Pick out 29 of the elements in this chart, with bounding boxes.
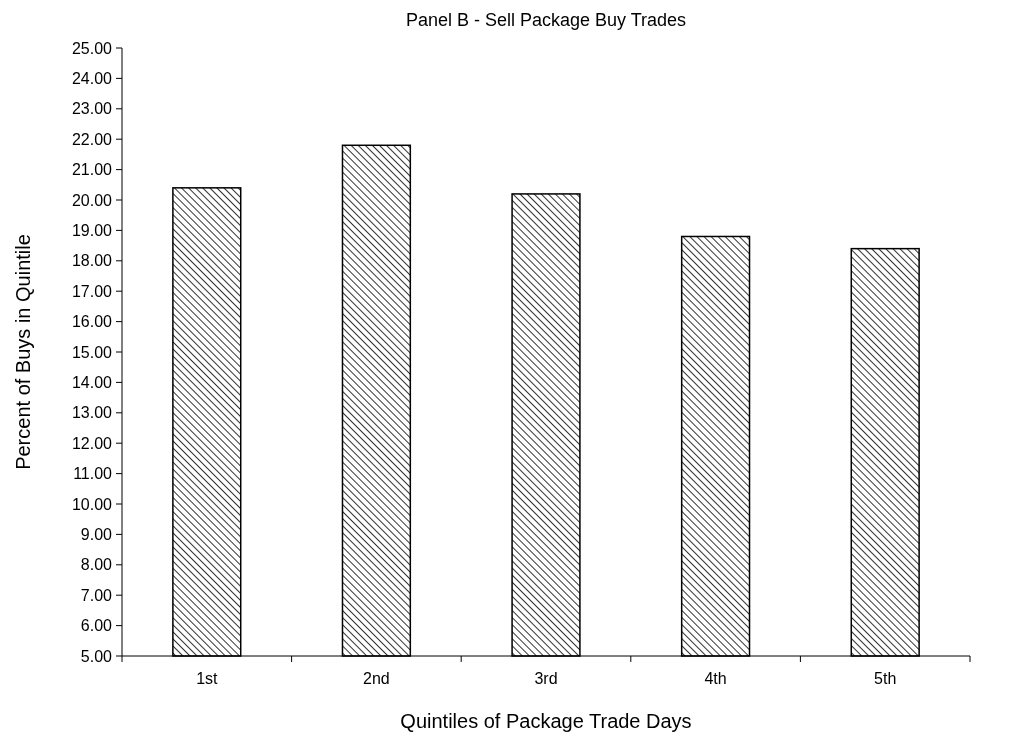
x-tick-label: 4th [704, 670, 727, 687]
y-tick-label: 16.00 [71, 313, 113, 331]
x-tick-label: 5th [874, 670, 897, 687]
y-tick-label: 24.00 [71, 70, 113, 87]
x-axis-title: Quintiles of Package Trade Days [400, 710, 692, 732]
y-tick-label: 7.00 [80, 586, 113, 604]
x-tick-label: 3rd [534, 670, 558, 687]
y-tick-label: 25.00 [71, 39, 113, 57]
y-tick-label: 6.00 [80, 617, 113, 635]
y-tick-label: 8.00 [80, 556, 113, 574]
y-tick-label: 20.00 [71, 191, 113, 209]
y-tick-label: 18.00 [71, 252, 113, 270]
y-tick-label: 14.00 [71, 374, 113, 391]
y-tick-label: 15.00 [71, 343, 113, 361]
x-tick-label: 1st [196, 670, 219, 687]
y-tick-label: 11.00 [73, 465, 113, 483]
chart-title: Panel B - Sell Package Buy Trades [405, 10, 687, 30]
y-tick-label: 10.00 [71, 495, 113, 513]
y-tick-label: 19.00 [71, 222, 113, 239]
y-tick-label: 23.00 [71, 100, 113, 118]
x-tick-label: 2nd [363, 670, 390, 687]
y-tick-label: 5.00 [80, 647, 113, 665]
y-tick-label: 21.00 [71, 161, 113, 179]
y-tick-label: 9.00 [80, 526, 113, 543]
y-axis-title: Percent of Buys in Quintile [12, 234, 34, 470]
y-tick-label: 22.00 [71, 130, 113, 148]
y-tick-label: 12.00 [71, 434, 113, 452]
y-tick-label: 13.00 [71, 404, 113, 422]
y-tick-label: 17.00 [71, 282, 113, 300]
